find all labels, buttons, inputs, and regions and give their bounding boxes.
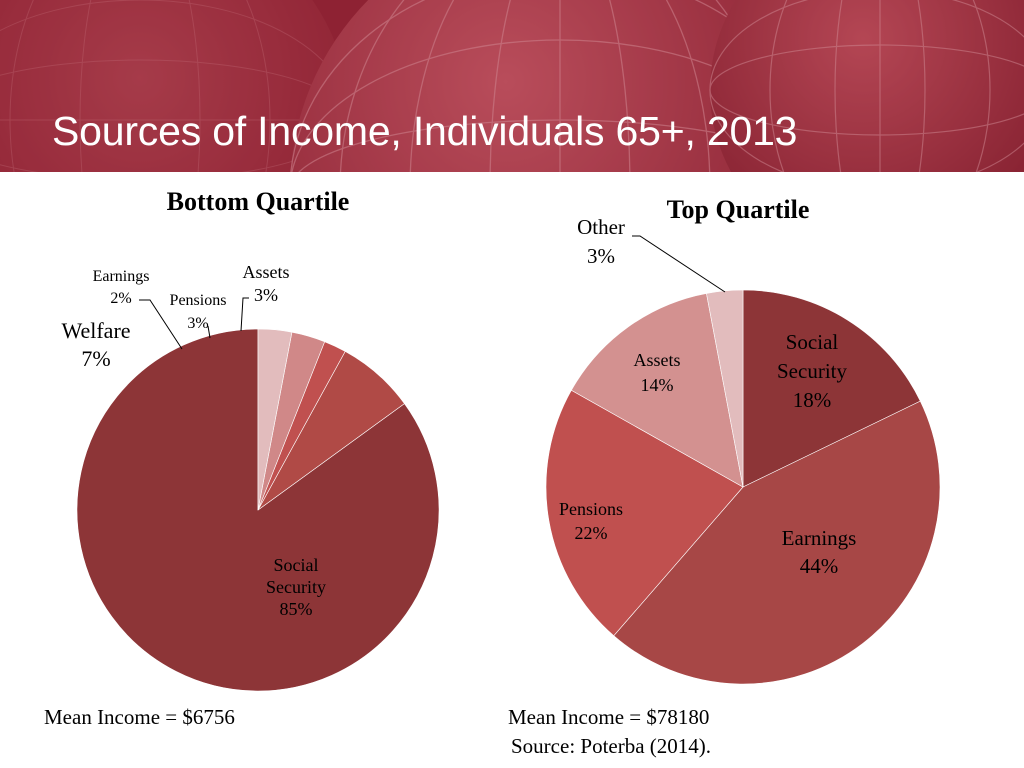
pie-slice-assets — [570, 293, 744, 488]
earnings-label: Earnings — [93, 268, 150, 285]
pensions-leader-line — [207, 325, 211, 339]
top-quartile-mean-income: Mean Income = $78180 — [508, 705, 710, 729]
charts-area: Bottom Quartile Social Security 85% Welf… — [61, 187, 941, 692]
source-note: Source: Poterba (2014). — [511, 734, 712, 758]
pie-slice-other — [706, 289, 744, 488]
social-security-label-line1: Social — [786, 330, 839, 354]
other-label: Other — [577, 215, 625, 239]
slide-title: Sources of Income, Individuals 65+, 2013 — [52, 108, 798, 154]
social-security-label-line1: Social — [274, 555, 319, 575]
welfare-label: Welfare — [61, 318, 130, 343]
other-leader-line — [632, 235, 726, 293]
assets-label: Assets — [242, 262, 289, 282]
globe-background-art — [0, 0, 1024, 172]
social-security-pct: 85% — [280, 599, 313, 619]
social-security-pct: 18% — [793, 388, 832, 412]
earnings-pct: 2% — [110, 290, 131, 307]
globe-center — [290, 0, 830, 172]
pie-slice-assets — [257, 328, 293, 511]
other-pct: 3% — [587, 244, 615, 268]
pie-slice-pensions — [545, 389, 744, 637]
top-quartile-pie: Top Quartile Social Security 18% Earning… — [545, 195, 941, 685]
assets-pct: 14% — [641, 375, 674, 395]
social-security-label-line2: Security — [777, 359, 847, 383]
assets-label: Assets — [633, 350, 680, 370]
pensions-label: Pensions — [559, 499, 623, 519]
top-quartile-title: Top Quartile — [667, 195, 810, 224]
globe-right — [709, 0, 1024, 172]
pensions-pct: 3% — [187, 315, 208, 332]
assets-leader-line — [240, 297, 249, 332]
welfare-pct: 7% — [81, 346, 110, 371]
social-security-label-line2: Security — [266, 577, 326, 597]
pensions-pct: 22% — [575, 523, 608, 543]
pie-slice-earnings — [613, 400, 941, 685]
earnings-leader-line — [139, 299, 183, 350]
pie-slice-social-security — [742, 289, 921, 488]
bottom-quartile-mean-income: Mean Income = $6756 — [44, 705, 235, 729]
bottom-quartile-title: Bottom Quartile — [167, 187, 350, 216]
bottom-quartile-pie: Bottom Quartile Social Security 85% Welf… — [61, 187, 440, 692]
slide-header: Sources of Income, Individuals 65+, 2013 — [0, 0, 1024, 172]
assets-pct: 3% — [254, 285, 278, 305]
earnings-label: Earnings — [782, 526, 857, 550]
earnings-pct: 44% — [800, 554, 839, 578]
pensions-label: Pensions — [170, 292, 227, 309]
